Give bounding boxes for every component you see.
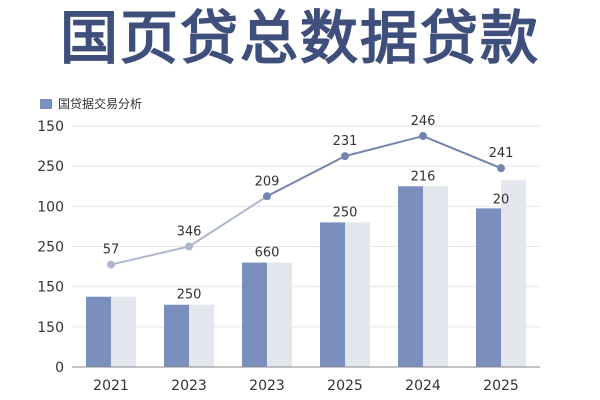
bar-data-label: 250: [333, 205, 358, 220]
bar-back: [267, 262, 292, 367]
line-point: [107, 260, 115, 269]
bar-back: [345, 222, 370, 367]
legend-swatch: [40, 98, 52, 109]
line-data-label: 57: [103, 243, 120, 258]
line-point: [263, 192, 271, 201]
x-tick-label: 2023: [249, 378, 285, 394]
bar: [398, 186, 423, 367]
bar-data-label: 20: [493, 192, 510, 207]
y-tick-label: 150: [37, 320, 64, 336]
bar: [164, 304, 189, 367]
line-data-label: 209: [255, 174, 280, 189]
line-point: [341, 152, 349, 161]
line-data-label: 346: [177, 225, 202, 240]
y-tick-label: 250: [37, 159, 64, 175]
y-tick-label: 100: [37, 199, 64, 215]
line-data-label: 246: [411, 114, 436, 129]
bar-data-label: 660: [255, 246, 280, 261]
line-segment: [344, 135, 424, 158]
bar: [86, 296, 111, 367]
y-tick-label: 250: [37, 240, 64, 256]
bar: [320, 222, 345, 367]
bar-back: [111, 296, 136, 367]
line-point: [185, 242, 193, 251]
bar: [242, 262, 267, 367]
x-tick-label: 2025: [483, 378, 519, 394]
chart-title: 国页贷总数据贷款: [59, 4, 540, 72]
bar-back: [501, 180, 526, 367]
x-tick-label: 2023: [171, 378, 207, 394]
line-point: [419, 132, 427, 141]
bar-back: [189, 304, 214, 367]
y-tick-label: 0: [55, 360, 64, 376]
y-tick-label: 150: [37, 119, 64, 135]
line-segment: [422, 135, 502, 170]
y-tick-label: 150: [37, 280, 64, 296]
line-data-label: 241: [489, 146, 514, 161]
line-point: [497, 164, 505, 173]
x-tick-label: 2025: [327, 378, 363, 394]
x-tick-label: 2021: [93, 378, 129, 394]
line-segment: [266, 155, 346, 198]
x-tick-label: 2024: [405, 378, 441, 394]
legend-label: 国贷据交易分析: [58, 97, 143, 111]
bar-data-label: 250: [177, 288, 202, 303]
bar: [476, 208, 501, 367]
line-segment: [188, 195, 268, 248]
legend: 国贷据交易分析: [40, 95, 142, 112]
bar-data-label: 216: [411, 169, 436, 184]
bar-back: [423, 186, 448, 367]
line-segment: [110, 245, 190, 266]
line-data-label: 231: [333, 134, 358, 149]
